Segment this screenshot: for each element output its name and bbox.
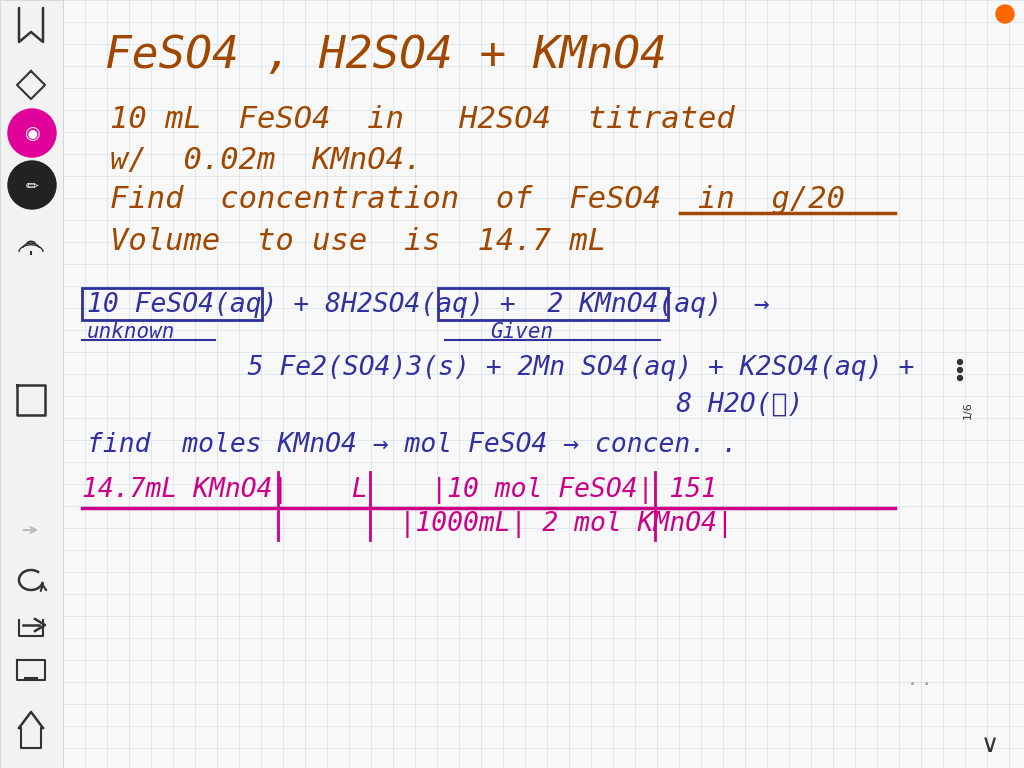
Text: ✏: ✏ xyxy=(26,178,38,194)
Text: 10 FeSO4(aq) + 8H2SO4(aq) +  2 KMnO4(aq)  →: 10 FeSO4(aq) + 8H2SO4(aq) + 2 KMnO4(aq) … xyxy=(87,292,770,318)
Text: ◉: ◉ xyxy=(25,125,40,143)
Circle shape xyxy=(957,368,963,372)
Bar xyxy=(82,288,262,320)
Text: 1/6: 1/6 xyxy=(963,401,973,419)
Circle shape xyxy=(996,5,1014,23)
Text: Find  concentration  of  FeSO4  in  g/20: Find concentration of FeSO4 in g/20 xyxy=(110,186,845,214)
Circle shape xyxy=(957,359,963,365)
Text: |1000mL| 2 mol KMnO4|: |1000mL| 2 mol KMnO4| xyxy=(82,511,733,538)
Circle shape xyxy=(8,161,56,209)
Text: 5 Fe2(SO4)3(s) + 2Mn SO4(aq) + K2SO4(aq) +: 5 Fe2(SO4)3(s) + 2Mn SO4(aq) + K2SO4(aq)… xyxy=(200,355,914,381)
Text: w/  0.02m  KMnO4.: w/ 0.02m KMnO4. xyxy=(110,145,422,174)
Text: FeSO4 , H2SO4 + KMnO4: FeSO4 , H2SO4 + KMnO4 xyxy=(105,34,667,77)
Text: find  moles KMnO4 → mol FeSO4 → concen. .: find moles KMnO4 → mol FeSO4 → concen. . xyxy=(87,432,738,458)
Circle shape xyxy=(8,109,56,157)
Text: Volume  to use  is  14.7 mL: Volume to use is 14.7 mL xyxy=(110,227,606,257)
Text: · ·: · · xyxy=(909,675,931,695)
Text: 14.7mL KMnO4|    L    |10 mol FeSO4| 151: 14.7mL KMnO4| L |10 mol FeSO4| 151 xyxy=(82,476,717,504)
Text: ∨: ∨ xyxy=(981,733,999,757)
Text: 8 H2O(ℓ): 8 H2O(ℓ) xyxy=(200,392,803,418)
Bar xyxy=(438,288,668,320)
Circle shape xyxy=(957,376,963,380)
Text: Given: Given xyxy=(490,322,553,342)
Text: 10 mL  FeSO4  in   H2SO4  titrated: 10 mL FeSO4 in H2SO4 titrated xyxy=(110,105,735,134)
Bar xyxy=(0,0,63,768)
Text: unknown: unknown xyxy=(87,322,175,342)
